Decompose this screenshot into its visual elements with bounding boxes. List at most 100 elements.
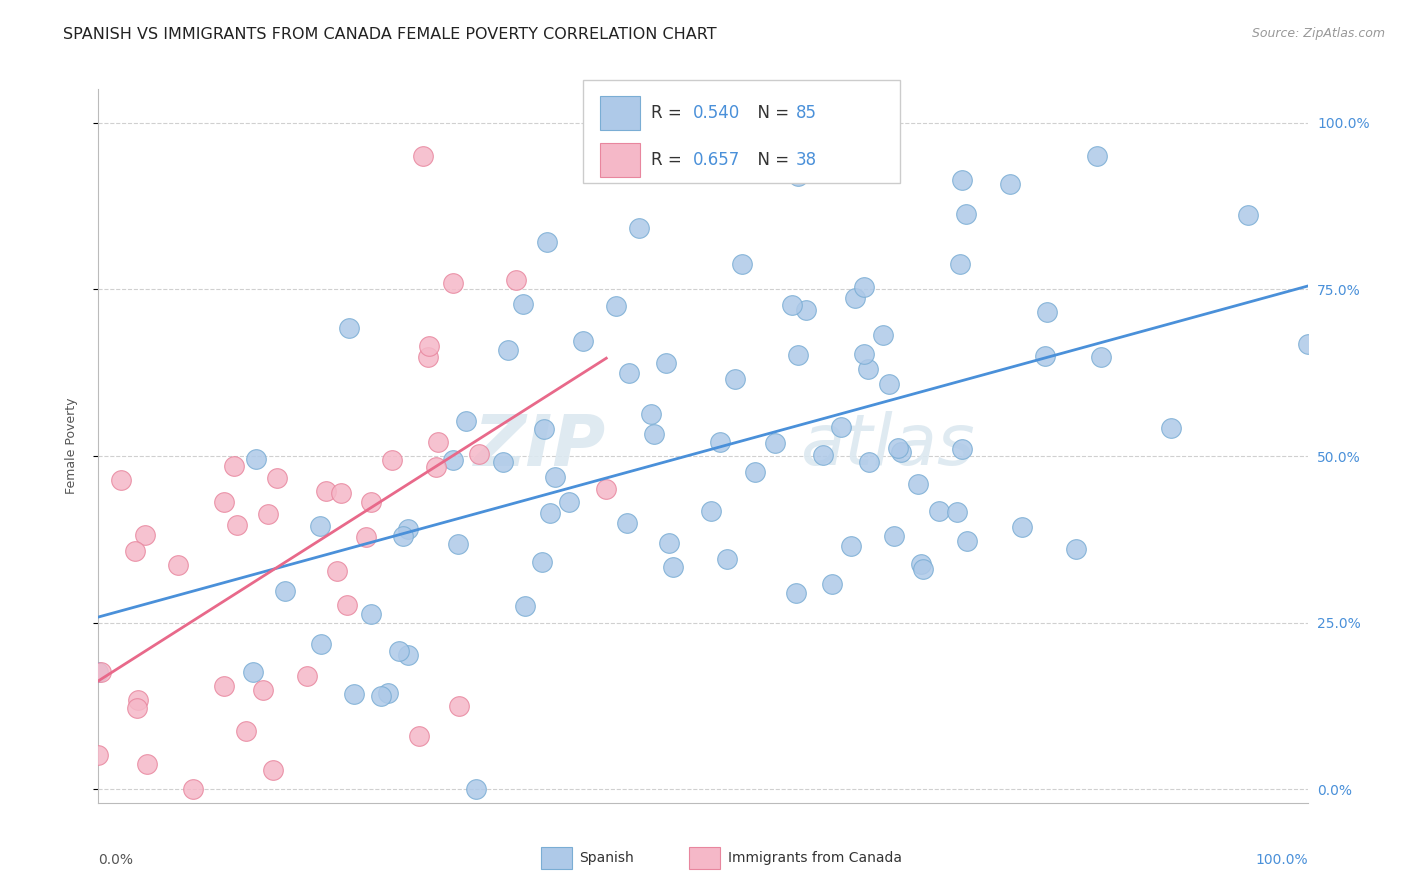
- Point: [531, 555, 554, 569]
- Point: [498, 343, 520, 357]
- Point: [426, 435, 449, 450]
- Point: [354, 530, 377, 544]
- Text: atlas: atlas: [800, 411, 974, 481]
- Point: [883, 529, 905, 543]
- Point: [853, 347, 876, 361]
- Point: [134, 528, 156, 542]
- Point: [1296, 336, 1319, 351]
- Point: [1036, 305, 1059, 319]
- Point: [595, 482, 617, 496]
- Point: [543, 469, 565, 483]
- Point: [763, 436, 786, 450]
- Point: [505, 273, 527, 287]
- Point: [380, 453, 402, 467]
- Point: [225, 517, 247, 532]
- Point: [274, 584, 297, 599]
- Point: [416, 350, 439, 364]
- Point: [787, 348, 810, 362]
- Text: 100.0%: 100.0%: [1256, 853, 1308, 867]
- Point: [998, 177, 1021, 191]
- Point: [950, 173, 973, 187]
- Point: [181, 782, 204, 797]
- Point: [454, 414, 477, 428]
- Text: Spanish: Spanish: [579, 851, 634, 865]
- Point: [360, 607, 382, 622]
- Point: [330, 485, 353, 500]
- Point: [821, 576, 844, 591]
- Point: [731, 257, 754, 271]
- Point: [1237, 208, 1260, 222]
- Text: R =: R =: [651, 104, 688, 122]
- Point: [262, 763, 284, 777]
- Point: [447, 537, 470, 551]
- Point: [337, 320, 360, 334]
- Point: [425, 460, 447, 475]
- Point: [309, 637, 332, 651]
- Point: [1085, 149, 1108, 163]
- Point: [396, 648, 419, 662]
- Point: [1160, 421, 1182, 435]
- Text: 0.657: 0.657: [693, 152, 741, 169]
- Point: [125, 701, 148, 715]
- Point: [412, 149, 434, 163]
- Point: [946, 505, 969, 519]
- Point: [950, 442, 973, 457]
- Point: [377, 686, 399, 700]
- Point: [780, 298, 803, 312]
- Point: [252, 683, 274, 698]
- Y-axis label: Female Poverty: Female Poverty: [65, 398, 77, 494]
- Point: [388, 643, 411, 657]
- Point: [127, 693, 149, 707]
- Point: [886, 441, 908, 455]
- Point: [628, 221, 651, 235]
- Point: [492, 455, 515, 469]
- Point: [266, 470, 288, 484]
- Point: [124, 544, 146, 558]
- Text: 38: 38: [796, 152, 817, 169]
- Point: [212, 495, 235, 509]
- Point: [512, 296, 534, 310]
- Point: [536, 235, 558, 250]
- Point: [1090, 350, 1112, 364]
- Point: [655, 356, 678, 370]
- Point: [257, 508, 280, 522]
- Point: [87, 747, 110, 762]
- Point: [447, 699, 470, 714]
- Point: [336, 599, 359, 613]
- Point: [794, 302, 817, 317]
- Point: [700, 504, 723, 518]
- Point: [572, 334, 595, 348]
- Point: [890, 445, 912, 459]
- Point: [392, 529, 415, 543]
- Point: [464, 782, 486, 797]
- Point: [87, 665, 110, 680]
- Point: [785, 586, 807, 600]
- Point: [295, 669, 318, 683]
- Point: [396, 522, 419, 536]
- Point: [949, 257, 972, 271]
- Point: [928, 504, 950, 518]
- Point: [441, 276, 464, 290]
- Point: [853, 280, 876, 294]
- Point: [308, 519, 330, 533]
- Point: [468, 447, 491, 461]
- Point: [643, 426, 665, 441]
- Point: [872, 327, 894, 342]
- Point: [619, 366, 641, 380]
- Text: N =: N =: [747, 152, 794, 169]
- Point: [661, 559, 683, 574]
- Point: [877, 376, 900, 391]
- Point: [167, 558, 190, 572]
- Point: [1066, 542, 1088, 557]
- Point: [956, 533, 979, 548]
- Text: SPANISH VS IMMIGRANTS FROM CANADA FEMALE POVERTY CORRELATION CHART: SPANISH VS IMMIGRANTS FROM CANADA FEMALE…: [63, 27, 717, 42]
- Text: R =: R =: [651, 152, 688, 169]
- Point: [315, 484, 337, 499]
- Point: [90, 665, 112, 680]
- Point: [858, 454, 880, 468]
- Point: [907, 476, 929, 491]
- Point: [605, 299, 627, 313]
- Point: [360, 494, 382, 508]
- Text: N =: N =: [747, 104, 794, 122]
- Point: [513, 599, 536, 613]
